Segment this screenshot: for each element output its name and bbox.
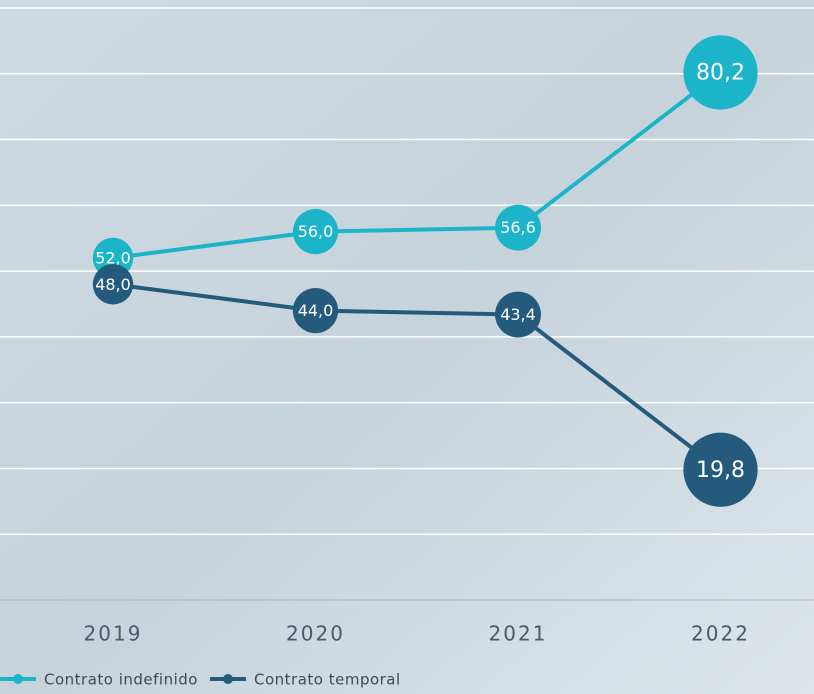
data-label: 44,0 (298, 301, 334, 320)
legend-marker (223, 674, 233, 684)
x-tick-label: 2020 (286, 622, 345, 646)
data-label: 56,6 (500, 218, 536, 237)
legend-label: Contrato temporal (254, 671, 401, 689)
data-label: 48,0 (95, 275, 131, 294)
data-label: 56,0 (298, 222, 334, 241)
legend-marker (13, 674, 23, 684)
legend-label: Contrato indefinido (44, 671, 198, 689)
x-tick-label: 2022 (691, 622, 750, 646)
x-tick-label: 2019 (84, 622, 143, 646)
x-tick-label: 2021 (489, 622, 548, 646)
data-label: 43,4 (500, 305, 536, 324)
data-label: 80,2 (696, 60, 745, 85)
background (0, 0, 814, 694)
chart: 201920202021202252,056,056,680,248,044,0… (0, 0, 814, 694)
data-label: 19,8 (696, 458, 745, 483)
